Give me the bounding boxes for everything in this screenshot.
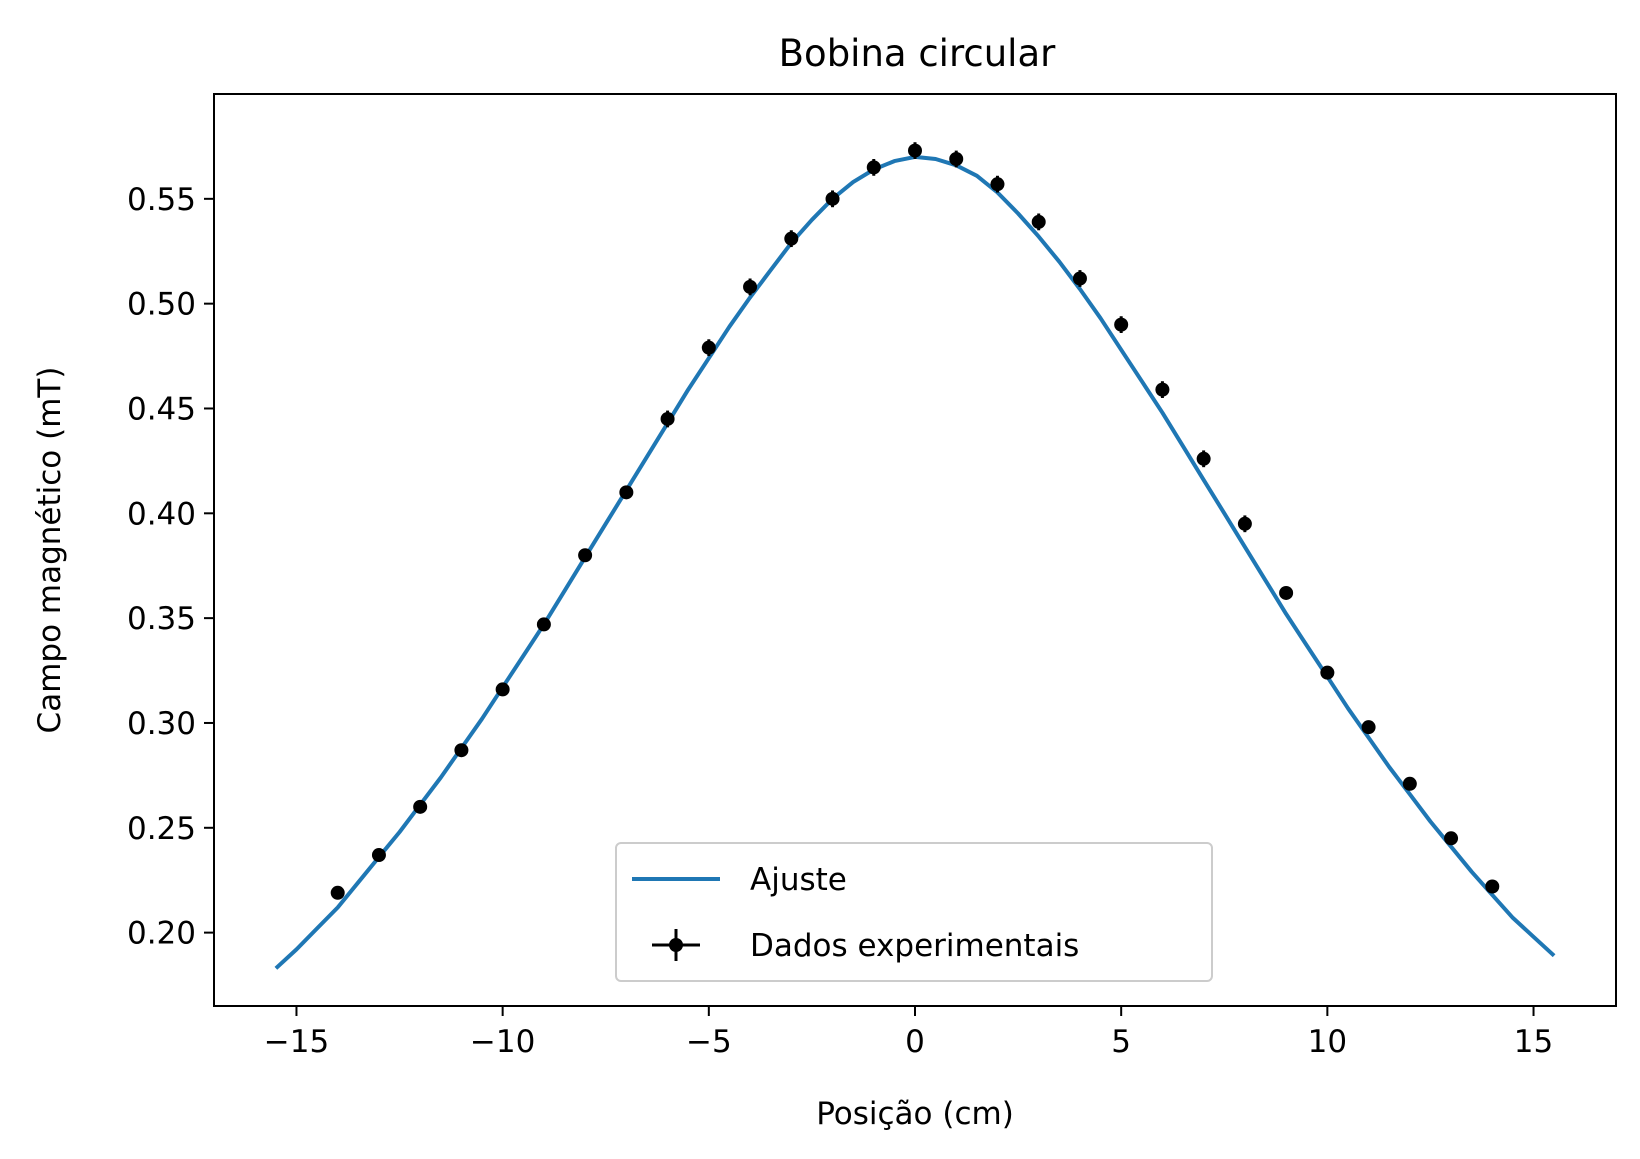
y-axis: 0.20 0.25 0.30 0.35 0.40 0.45 0.50 0.55: [127, 182, 214, 952]
data-marker: [1444, 831, 1459, 846]
data-point: [908, 142, 922, 159]
legend-box: [615, 842, 1213, 982]
data-marker: [1237, 516, 1252, 531]
data-point: [1031, 213, 1046, 231]
data-marker: [908, 143, 922, 158]
y-tick-label: 0.40: [127, 496, 196, 532]
data-marker: [990, 177, 1005, 192]
y-tick-label: 0.35: [127, 601, 196, 637]
data-point: [1072, 270, 1087, 287]
data-point: [1196, 450, 1211, 468]
data-point: [1114, 316, 1129, 334]
x-tick-label: 10: [1308, 1024, 1347, 1060]
y-tick-label: 0.45: [127, 391, 196, 427]
data-point: [1485, 879, 1500, 894]
y-tick-label: 0.25: [127, 811, 196, 847]
data-marker: [1320, 665, 1335, 680]
data-point: [990, 175, 1005, 193]
data-marker: [1279, 585, 1294, 600]
data-marker: [825, 191, 840, 206]
data-marker: [1485, 879, 1500, 894]
data-point: [495, 682, 510, 697]
x-tick-label: −10: [470, 1024, 535, 1060]
legend-data-label: Dados experimentais: [750, 928, 1079, 964]
data-marker: [1196, 451, 1211, 466]
data-point: [371, 848, 386, 863]
data-point: [784, 230, 799, 248]
data-point: [1444, 831, 1459, 846]
x-tick-label: −5: [686, 1024, 732, 1060]
data-point: [866, 158, 881, 176]
data-marker: [1072, 271, 1087, 286]
data-marker: [330, 885, 345, 900]
data-point: [1279, 585, 1294, 600]
data-marker: [1155, 382, 1170, 397]
data-point: [330, 885, 345, 900]
data-point: [1361, 720, 1376, 735]
chart-title: Bobina circular: [779, 32, 1056, 75]
data-marker: [784, 231, 799, 246]
y-tick-label: 0.20: [127, 916, 196, 952]
legend: Ajuste Dados experimentais: [615, 842, 1213, 982]
data-marker: [743, 279, 758, 294]
data-point: [1155, 381, 1170, 398]
x-tick-label: 0: [905, 1024, 925, 1060]
data-point: [949, 150, 964, 168]
data-point: [413, 799, 428, 814]
data-point: [743, 278, 758, 296]
data-point: [1402, 776, 1417, 791]
data-marker: [1402, 776, 1417, 791]
data-marker: [536, 617, 551, 632]
legend-data-swatch: [652, 929, 700, 961]
data-marker: [1114, 317, 1129, 332]
data-marker: [1361, 720, 1376, 735]
data-marker: [619, 485, 634, 500]
data-point: [1237, 515, 1252, 533]
data-point: [825, 190, 840, 208]
data-point: [701, 339, 716, 357]
data-series: [330, 142, 1500, 900]
data-marker: [371, 848, 386, 863]
x-axis-label: Posição (cm): [816, 1096, 1014, 1132]
data-marker: [866, 160, 881, 175]
y-axis-label: Campo magnético (mT): [32, 367, 68, 734]
y-tick-label: 0.55: [127, 182, 196, 218]
legend-fit-label: Ajuste: [750, 862, 847, 898]
data-point: [1320, 665, 1335, 680]
data-marker: [1031, 214, 1046, 229]
data-marker: [454, 743, 469, 758]
x-axis: −15 −10 −5 0 5 10 15: [264, 1006, 1553, 1060]
x-tick-label: −15: [264, 1024, 329, 1060]
data-point: [619, 485, 634, 500]
data-point: [536, 617, 551, 632]
x-tick-label: 5: [1111, 1024, 1131, 1060]
data-marker: [701, 340, 716, 355]
x-tick-label: 15: [1514, 1024, 1553, 1060]
data-point: [454, 743, 469, 758]
y-tick-label: 0.30: [127, 706, 196, 742]
data-point: [578, 548, 593, 563]
data-marker: [495, 682, 510, 697]
data-point: [660, 410, 675, 428]
data-marker: [578, 548, 593, 563]
data-marker: [660, 411, 675, 426]
data-marker: [949, 151, 964, 166]
data-marker: [413, 799, 428, 814]
y-tick-label: 0.50: [127, 287, 196, 323]
